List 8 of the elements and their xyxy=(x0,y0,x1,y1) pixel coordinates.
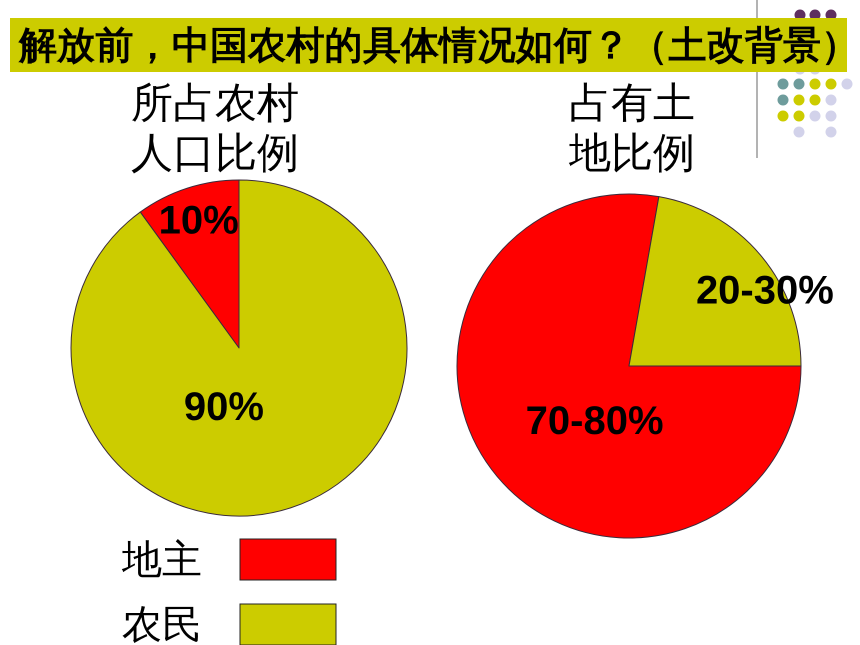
data-label: 90% xyxy=(184,384,264,429)
chart-title: 占有土地比例 xyxy=(568,81,695,177)
text: 解放前，中国农村的具体情况如何？（土改背景） xyxy=(18,25,860,67)
data-label: 10% xyxy=(158,198,239,242)
legend-label: 农民 xyxy=(122,602,202,645)
legend-label: 地主 xyxy=(121,537,202,582)
chart-title: 所占农村人口比例 xyxy=(131,81,299,177)
data-label: 70-80% xyxy=(526,399,664,444)
